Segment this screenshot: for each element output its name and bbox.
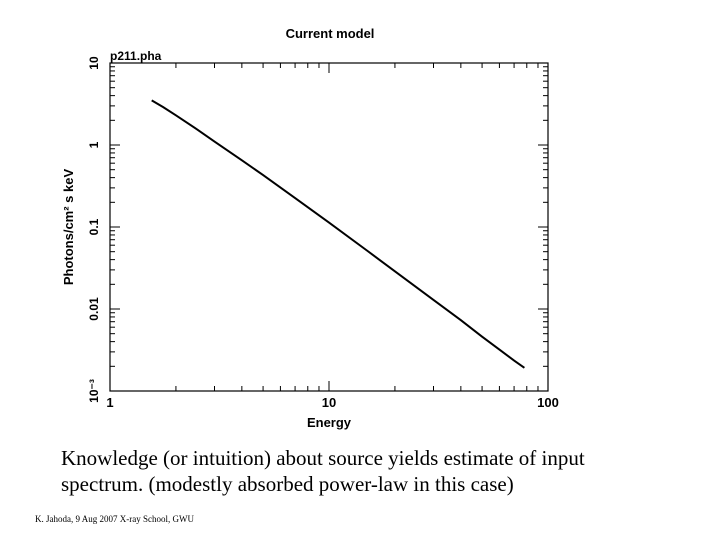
x-axis-ticks: 1 10 100 [106, 63, 559, 410]
y-tick-label: 10⁻³ [87, 379, 101, 403]
spectrum-chart: Current model p211.pha 1 10 100 10⁻³ 0.01 0.… [61, 26, 559, 430]
chart-svg: Current model p211.pha 1 10 100 10⁻³ 0.01 0.… [61, 26, 559, 430]
x-tick-label: 1 [106, 395, 113, 410]
series-line [151, 99, 525, 369]
x-axis-label: Energy [307, 415, 352, 430]
x-tick-label: 100 [537, 395, 559, 410]
y-tick-label: 10 [87, 56, 101, 70]
y-axis-ticks: 10⁻³ 0.01 0.1 1 10 [87, 56, 548, 403]
chart-subtitle: p211.pha [110, 49, 162, 63]
plot-frame [109, 62, 549, 392]
y-tick-label: 0.01 [87, 297, 101, 321]
y-tick-label: 1 [87, 141, 101, 148]
y-tick-label: 0.1 [87, 218, 101, 235]
y-axis-label: Photons/cm² s keV [61, 169, 76, 286]
series-group [151, 99, 525, 369]
chart-title: Current model [286, 26, 375, 41]
slide-footer: K. Jahoda, 9 Aug 2007 X-ray School, GWU [35, 514, 194, 524]
slide-caption: Knowledge (or intuition) about source yi… [61, 446, 585, 496]
x-tick-label: 10 [322, 395, 336, 410]
